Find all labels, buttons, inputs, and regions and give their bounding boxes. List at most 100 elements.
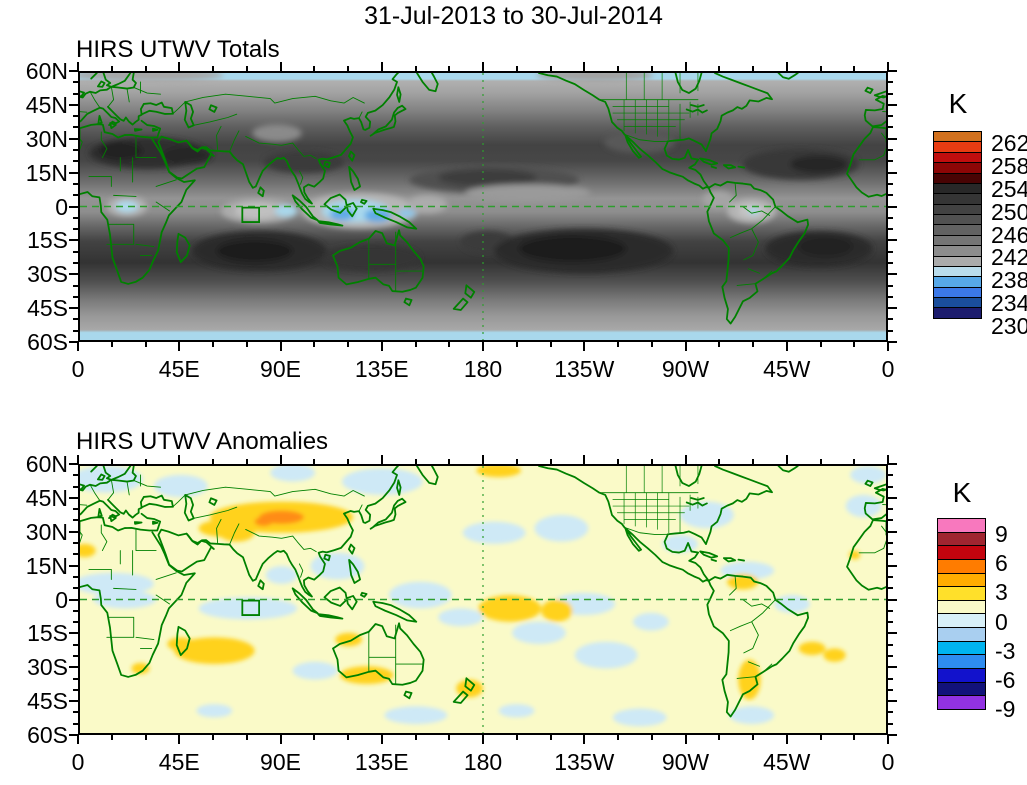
totals-colorbar-title: K (948, 88, 968, 119)
y-tick (69, 341, 78, 343)
x-tick (853, 66, 856, 71)
y-tick (888, 81, 893, 84)
y-tick (69, 137, 78, 140)
totals-map-canvas (78, 71, 888, 342)
y-tick (888, 194, 893, 197)
y-tick (73, 677, 78, 680)
colorbar-cell (937, 558, 986, 574)
y-tick (888, 496, 897, 499)
x-tick (313, 459, 316, 464)
x-tick (785, 342, 788, 351)
y-tick (73, 722, 78, 725)
y-tick (69, 463, 78, 465)
colorbar-cell (937, 599, 986, 615)
y-tick (888, 508, 893, 511)
x-tick (313, 342, 316, 347)
y-tick (888, 564, 897, 567)
y-tick (69, 273, 78, 276)
x-tick (819, 459, 822, 464)
y-tick (888, 654, 893, 657)
x-tick (178, 342, 181, 351)
x-tick (718, 459, 721, 464)
x-tick (549, 459, 552, 464)
y-tick-label: 30N (25, 518, 68, 545)
colorbar-tick-label: 246 (991, 221, 1027, 248)
y-tick (69, 496, 78, 499)
x-tick (279, 735, 282, 744)
y-tick (888, 171, 897, 174)
y-tick (73, 621, 78, 624)
y-tick (888, 92, 893, 95)
x-tick-label: 135E (354, 749, 409, 775)
y-tick-label: 15S (27, 227, 68, 254)
y-tick (888, 677, 893, 680)
y-tick (888, 149, 893, 152)
y-tick (73, 92, 78, 95)
y-tick (888, 115, 893, 118)
x-tick (448, 66, 451, 71)
x-tick (650, 342, 653, 347)
y-tick (888, 137, 897, 140)
y-tick (69, 205, 78, 208)
x-tick (853, 342, 856, 347)
y-tick (888, 318, 893, 321)
y-tick (888, 70, 897, 72)
x-tick (212, 342, 214, 347)
x-tick (414, 66, 417, 71)
x-tick (785, 62, 788, 71)
x-tick-label: 45E (158, 749, 200, 775)
x-tick (245, 66, 248, 71)
x-tick (515, 459, 518, 464)
x-tick (110, 735, 113, 740)
y-tick (73, 250, 78, 253)
x-tick (617, 459, 619, 464)
x-tick (178, 735, 181, 744)
y-tick (888, 474, 893, 477)
x-tick (414, 735, 417, 740)
y-tick (73, 149, 78, 152)
y-tick (73, 318, 78, 321)
x-tick (212, 735, 214, 740)
y-tick (888, 160, 893, 163)
y-tick (69, 307, 78, 310)
y-tick (73, 519, 78, 522)
colorbar-cell (937, 695, 986, 710)
y-tick (69, 734, 78, 736)
y-tick-label: 45N (25, 91, 68, 118)
y-tick (73, 609, 78, 612)
x-tick (279, 62, 282, 71)
y-tick (888, 598, 897, 601)
x-tick (515, 342, 518, 347)
y-tick-label: 60S (27, 329, 68, 355)
x-tick (583, 455, 586, 464)
totals-colorbar (933, 131, 982, 319)
x-tick (583, 62, 586, 71)
x-tick (752, 459, 754, 464)
y-tick (69, 103, 78, 106)
y-tick-label: 30N (25, 125, 68, 152)
colorbar-cell (937, 627, 986, 642)
x-tick (77, 735, 79, 744)
colorbar-tick-label: 242 (991, 244, 1027, 271)
x-tick (752, 735, 754, 740)
y-tick (73, 553, 78, 556)
colorbar-tick-label: 258 (991, 153, 1027, 180)
x-tick (482, 62, 484, 71)
colorbar-tick-label: -3 (995, 637, 1016, 664)
page-title: 31-Jul-2013 to 30-Jul-2014 (364, 2, 663, 30)
x-tick (144, 342, 147, 347)
colorbar-tick-label: 262 (991, 130, 1027, 157)
x-tick (279, 455, 282, 464)
x-tick (785, 735, 788, 744)
x-tick (77, 455, 79, 464)
x-tick (718, 66, 721, 71)
y-tick (888, 734, 897, 736)
colorbar-tick-label: -6 (995, 667, 1016, 694)
y-tick (73, 688, 78, 691)
x-tick (785, 455, 788, 464)
y-tick (69, 239, 78, 242)
x-tick (448, 459, 451, 464)
x-tick-label: 45E (158, 356, 200, 382)
x-tick (752, 66, 754, 71)
y-tick (73, 485, 78, 488)
